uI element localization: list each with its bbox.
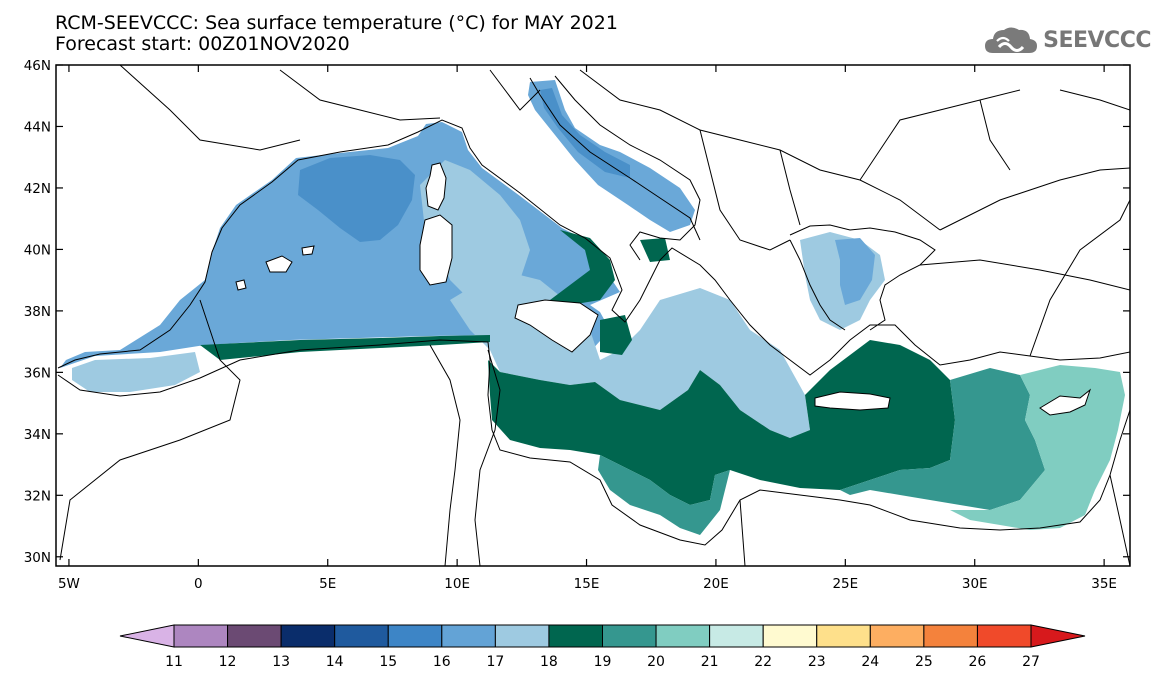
colorbar-box [976,624,1032,648]
island-corsica [425,162,447,211]
lon-tick-label: 30E [962,576,988,592]
lon-tick-label: 15E [574,576,600,592]
colorbar-label: 26 [969,654,987,670]
cloud-icon [985,27,1038,53]
colorbar-box [387,624,443,648]
colorbar-box [280,624,336,648]
field-16-aegean [835,238,875,305]
colorbar-label: 24 [861,654,879,670]
lat-tick-label: 44N [24,119,51,135]
island-menorca [301,245,315,256]
island-crete [814,391,891,411]
lon-tick-label: 5W [58,576,80,592]
colorbar-box [923,624,978,648]
field-15 [298,155,415,242]
colorbar-max-arrow [1030,624,1086,648]
colorbar-label: 13 [272,654,290,670]
field-19-fringe-sicily [600,315,632,355]
colorbar-label: 19 [594,654,612,670]
island-mallorca [265,255,293,273]
colorbar-label: 23 [808,654,826,670]
colorbar-box [494,624,550,648]
island-sicily [514,299,599,353]
map-frame [55,64,1131,567]
chart-title: RCM-SEEVCCC: Sea surface temperature (°C… [55,12,618,34]
colorbar-box [709,624,764,648]
island-cyprus [1039,388,1092,416]
lon-tick-label: 25E [832,576,858,592]
lat-tick-label: 42N [24,181,51,197]
lon-tick-label: 35E [1091,576,1117,592]
colorbar-box [655,624,711,648]
colorbar: 11 12 13 14 15 16 17 18 19 20 21 22 23 24 25 26 27 [119,624,1086,670]
chart-subtitle: Forecast start: 00Z01NOV2020 [55,33,350,55]
lon-tick-label: 10E [444,576,470,592]
lon-axis: 5W 0 5E 10E 15E 20E 25E 30E 35E [58,65,1117,592]
lat-tick-label: 46N [24,58,51,74]
colorbar-min-arrow [119,624,175,648]
lon-tick-label: 20E [703,576,729,592]
colorbar-box [816,624,871,648]
field-19 [488,340,955,505]
colorbar-label: 20 [647,654,665,670]
map-area [56,65,1130,566]
colorbar-box [602,624,657,648]
colorbar-label: 15 [379,654,397,670]
colorbar-label: 18 [540,654,558,670]
colorbar-label: 16 [433,654,451,670]
lat-tick-label: 36N [24,365,51,381]
field-15-adriatic [540,88,630,178]
colorbar-box [334,624,389,648]
field-20 [840,368,1045,510]
colorbar-label: 21 [701,654,719,670]
island-sardinia [419,214,453,286]
colorbar-box [869,624,925,648]
colorbar-label: 14 [326,654,344,670]
colorbar-box [762,624,818,648]
field-19-fringe-apulia [640,238,670,262]
field-18-alboran [72,352,200,392]
lat-tick-label: 40N [24,242,51,258]
lat-tick-label: 34N [24,427,51,443]
colorbar-label: 22 [754,654,772,670]
colorbar-box [548,624,603,648]
lon-tick-label: 5E [319,576,336,592]
colorbar-label: 12 [219,654,237,670]
lat-axis: 30N 32N 34N 36N 38N 40N 42N 44N 46N [24,58,1130,566]
colorbar-label: 27 [1022,654,1040,670]
lat-tick-label: 32N [24,488,51,504]
colorbar-label: 11 [165,654,183,670]
colorbar-label: 25 [915,654,933,670]
lat-tick-label: 38N [24,304,51,320]
coastlines [57,65,1130,566]
lon-tick-label: 0 [194,576,203,592]
island-ibiza [235,279,247,291]
field-20-libya [598,455,730,535]
colorbar-box [441,624,496,648]
logo-text: SEEVCCC [1043,27,1151,53]
colorbar-label: 17 [486,654,504,670]
colorbar-box [173,624,229,648]
colorbar-box [227,624,282,648]
lat-tick-label: 30N [24,550,51,566]
logo: SEEVCCC [983,22,1151,58]
